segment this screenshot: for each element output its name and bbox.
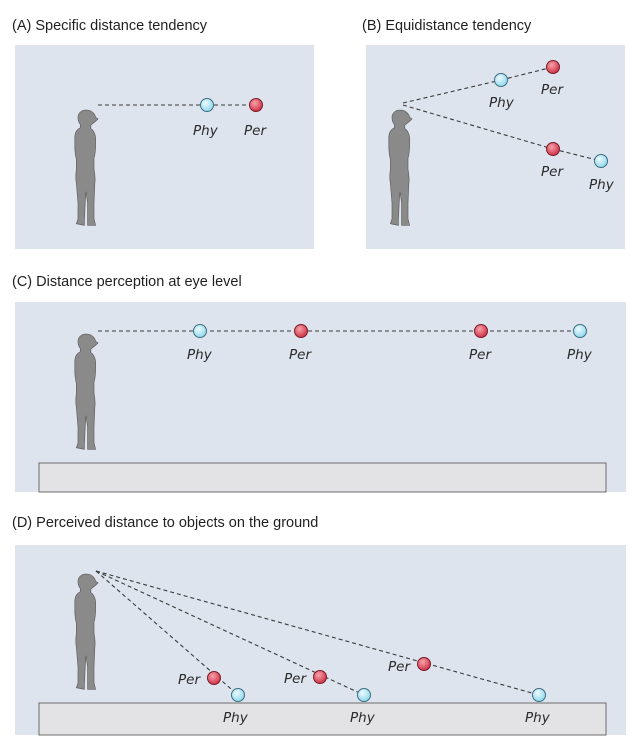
physical-label: Phy <box>223 710 249 726</box>
perceived-marker <box>249 98 263 112</box>
perceived-marker <box>207 671 221 685</box>
perceived-label: Per <box>178 672 201 688</box>
perceived-marker <box>417 657 431 671</box>
physical-marker <box>193 324 207 338</box>
sightline <box>500 66 554 81</box>
perceived-label: Per <box>244 123 267 139</box>
panel-c: Phy Per Per Phy <box>15 302 626 493</box>
physical-marker <box>200 98 214 112</box>
ground <box>38 702 607 736</box>
physical-marker <box>494 73 508 87</box>
perceived-marker <box>313 670 327 684</box>
perceived-label: Per <box>541 82 564 98</box>
perceived-marker <box>294 324 308 338</box>
panel-d: Per Phy Per Phy Per Phy <box>15 545 626 736</box>
perceived-label: Per <box>469 347 492 363</box>
panel-a: Phy Per <box>15 45 314 249</box>
physical-label: Phy <box>567 347 593 363</box>
panel-d-title: (D) Perceived distance to objects on the… <box>12 515 319 531</box>
panel-c-title: (C) Distance perception at eye level <box>12 274 242 290</box>
panel-a-title: (A) Specific distance tendency <box>12 18 208 34</box>
physical-marker <box>357 688 371 702</box>
physical-label: Phy <box>350 710 376 726</box>
perceived-marker <box>546 60 560 74</box>
physical-marker <box>573 324 587 338</box>
physical-marker <box>532 688 546 702</box>
perceived-label: Per <box>284 671 307 687</box>
sightline <box>402 79 502 104</box>
perceived-label: Per <box>289 347 312 363</box>
physical-label: Phy <box>525 710 551 726</box>
panel-b: Phy Per Per Phy <box>366 45 625 249</box>
physical-marker <box>594 154 608 168</box>
perceived-label: Per <box>541 164 564 180</box>
sightline <box>402 104 554 150</box>
physical-marker <box>231 688 245 702</box>
panel-b-title: (B) Equidistance tendency <box>362 18 532 34</box>
panel-c-background <box>15 302 626 492</box>
sightline <box>552 148 602 162</box>
perceived-marker <box>474 324 488 338</box>
physical-label: Phy <box>193 123 219 139</box>
perceived-label: Per <box>388 659 411 675</box>
physical-label: Phy <box>589 177 615 193</box>
physical-label: Phy <box>187 347 213 363</box>
physical-label: Phy <box>489 95 515 111</box>
perceived-marker <box>546 142 560 156</box>
ground <box>38 462 607 493</box>
panel-a-background <box>15 45 314 249</box>
